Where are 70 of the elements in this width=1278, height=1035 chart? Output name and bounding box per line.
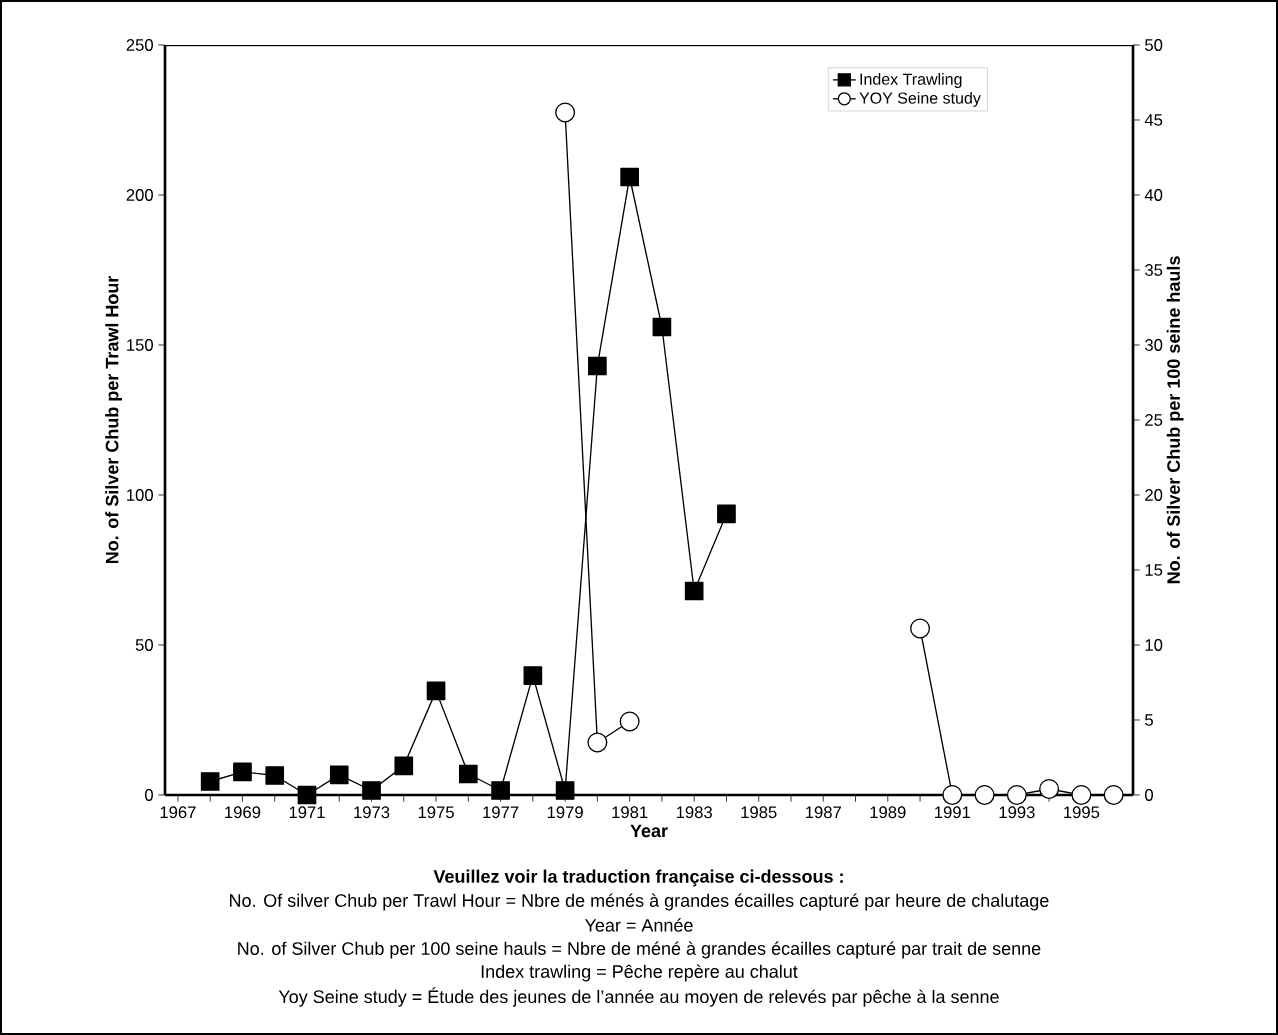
y-tick-label: 100 — [127, 489, 153, 501]
x-tick-label: 1993 — [999, 806, 1035, 819]
x-tick-label: 1981 — [612, 806, 648, 819]
point — [555, 781, 575, 800]
point — [1039, 778, 1060, 799]
y2-axis-title: No. of Silver Chub per 100 seine hauls — [1166, 256, 1184, 584]
x-axis-title: Year — [630, 824, 668, 838]
y-axis-title: No. of Silver Chub per Trawl Hour — [105, 275, 123, 564]
point — [1103, 784, 1124, 805]
point — [910, 618, 931, 639]
y2-tick-label: 0 — [1145, 789, 1153, 801]
x-tick-label: 1969 — [225, 806, 261, 819]
x-tick-label: 1985 — [741, 806, 777, 819]
point — [233, 762, 252, 782]
text: Index trawling = Pêche repère au chalut — [481, 964, 798, 982]
y2-tick-label: 40 — [1144, 189, 1163, 201]
text: No. of Silver Chub per 100 seine hauls = Nbre de méné à grandes écailles capturé par trait de senne — [238, 941, 1041, 959]
point — [587, 732, 608, 753]
text: Yoy Seine study = Étude des jeunes de l’année au moyen de relevés par pêche à la senne — [278, 987, 999, 1007]
text: Veuillez voir la traduction française ci-dessous : — [433, 869, 843, 887]
point — [491, 781, 510, 800]
y2-tick-label: 45 — [1144, 114, 1163, 126]
x-tick-label: 1995 — [1064, 806, 1100, 819]
y2-tick-label: 30 — [1145, 339, 1163, 351]
point — [620, 167, 639, 187]
y2-tick-label: 35 — [1145, 264, 1163, 276]
x-tick-label: 1977 — [483, 806, 519, 819]
legend-label: YOY Seine study — [859, 92, 981, 107]
x-tick-label: 1989 — [870, 806, 906, 819]
point — [555, 102, 576, 123]
point — [684, 581, 704, 601]
text: Year = Année — [584, 918, 693, 932]
point — [426, 681, 446, 701]
x-tick-label: 1983 — [676, 806, 712, 819]
y-tick-label: 50 — [135, 639, 153, 651]
y2-tick-label: 15 — [1145, 564, 1163, 576]
y2-tick-label: 10 — [1145, 639, 1163, 651]
x-tick-label: 1975 — [418, 806, 454, 819]
point — [974, 784, 995, 805]
point — [942, 784, 963, 805]
point — [329, 765, 349, 785]
x-tick-label: 1971 — [289, 806, 325, 819]
y-tick-label: 150 — [127, 339, 153, 351]
y-tick-label: 0 — [145, 789, 153, 801]
y2-tick-label: 20 — [1145, 489, 1163, 501]
point — [717, 504, 736, 524]
y-tick-label: 200 — [126, 189, 153, 201]
x-tick-label: 1967 — [160, 806, 196, 819]
point — [1006, 784, 1027, 805]
point — [265, 766, 285, 785]
point — [1071, 784, 1092, 805]
text: No. Of silver Chub per Trawl Hour = Nbre de ménés à grandes écailles capturé par heure de chalutage — [230, 893, 1049, 911]
legend-label: Index Trawling — [860, 73, 962, 88]
point — [619, 711, 640, 732]
y2-tick-label: 25 — [1145, 414, 1163, 426]
point — [362, 781, 381, 800]
x-tick-label: 1979 — [547, 806, 583, 819]
point — [394, 756, 414, 776]
x-tick-label: 1991 — [935, 806, 971, 819]
y2-tick-label: 5 — [1145, 714, 1153, 726]
x-tick-label: 1973 — [354, 806, 390, 819]
point — [588, 356, 607, 376]
point — [200, 772, 220, 791]
point — [297, 785, 317, 805]
point — [652, 317, 672, 337]
x-tick-label: 1987 — [805, 806, 841, 819]
y2-tick-label: 50 — [1145, 39, 1163, 51]
point — [458, 764, 478, 784]
y-tick-label: 250 — [126, 39, 153, 51]
point — [523, 666, 543, 685]
